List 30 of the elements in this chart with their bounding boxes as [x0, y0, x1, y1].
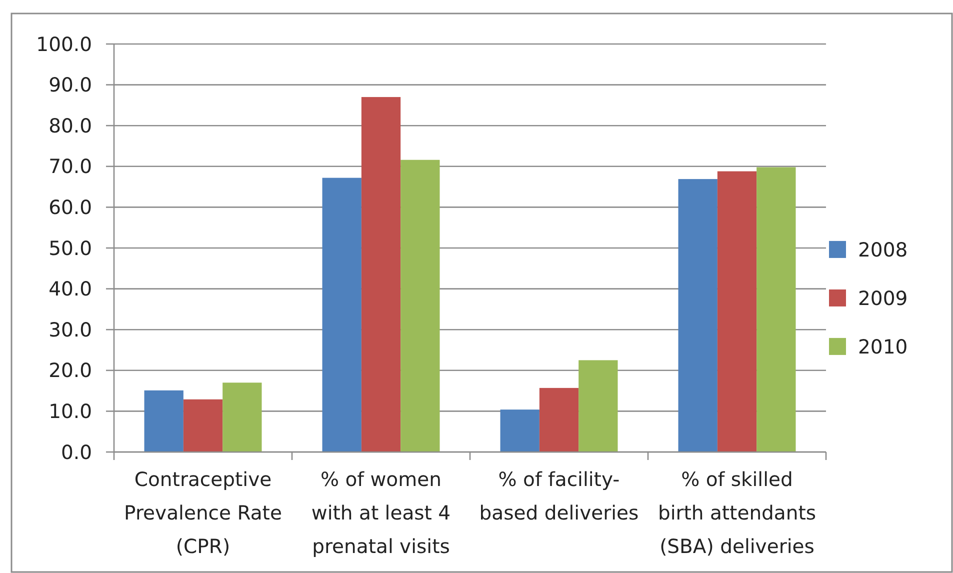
legend-label: 2008: [858, 238, 908, 262]
y-tick-label: 100.0: [36, 32, 92, 56]
legend-label: 2010: [858, 335, 908, 358]
bar: [500, 410, 540, 452]
x-tick-label: Contraceptive Prevalence Rate (CPR): [124, 468, 282, 558]
y-tick-label: 20.0: [48, 359, 92, 382]
bar: [678, 179, 718, 452]
y-tick-label: 70.0: [48, 155, 92, 178]
legend-label: 2009: [858, 286, 908, 310]
bar: [183, 399, 223, 452]
x-tick-label: % of facility-based deliveries: [479, 468, 639, 524]
y-tick-label: 40.0: [48, 278, 92, 301]
x-tick-label: % of skilled birth attendants (SBA) deliveries: [658, 468, 816, 558]
bar: [144, 390, 184, 452]
y-tick-label: 60.0: [48, 196, 92, 220]
y-tick-label: 50.0: [48, 236, 92, 260]
bar: [400, 160, 440, 452]
bar: [361, 97, 401, 452]
bar: [717, 171, 757, 452]
y-tick-label: 0.0: [60, 440, 92, 464]
y-tick-label: 80.0: [48, 114, 92, 138]
y-tick-label: 10.0: [48, 400, 92, 424]
bar: [322, 178, 362, 452]
bar: [578, 360, 618, 452]
bar: [539, 388, 579, 452]
bar: [222, 382, 262, 452]
bar: [756, 167, 796, 452]
x-tick-label: % of women with at least 4 prenatal visits: [311, 468, 451, 558]
y-tick-label: 30.0: [48, 318, 92, 342]
y-tick-label: 90.0: [48, 74, 92, 97]
